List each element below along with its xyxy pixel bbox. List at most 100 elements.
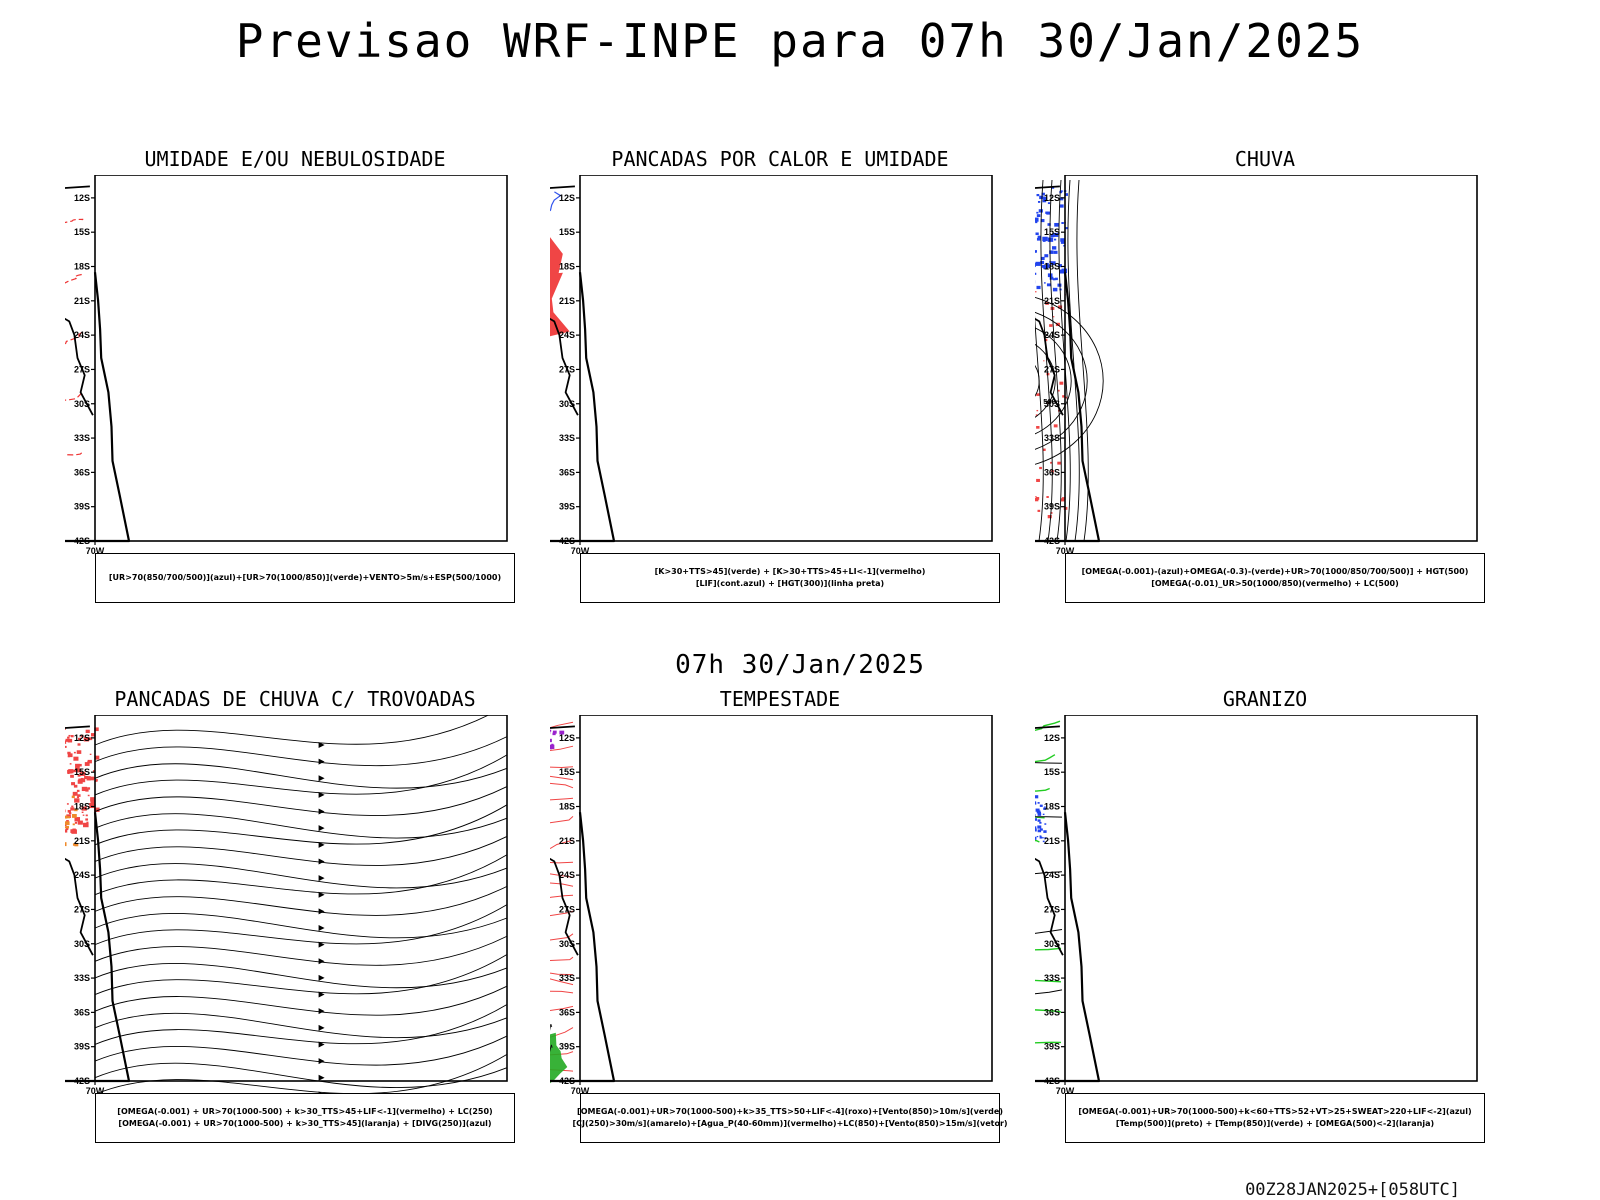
speckle — [1042, 239, 1046, 242]
lat-tick-label: 24S — [74, 870, 90, 880]
thickness-contour — [65, 218, 84, 224]
speckle — [78, 774, 81, 776]
field-layer — [65, 715, 508, 1098]
speckle — [1059, 197, 1064, 201]
speckle — [1035, 272, 1037, 275]
speckle — [71, 813, 77, 818]
streamline — [94, 854, 508, 896]
panel-legend: [UR>70(850/700/500)](azul)+[UR>70(1000/8… — [95, 553, 515, 603]
run-timestamp: 00Z28JAN2025+[058UTC] — [1245, 1180, 1460, 1200]
streamline — [94, 904, 508, 946]
speckle — [1035, 261, 1041, 266]
speckle — [86, 821, 89, 824]
speckle — [67, 809, 71, 813]
speckle — [1037, 509, 1041, 512]
panel-legend: [OMEGA(-0.001)+UR>70(1000-500)+k>35_TTS>… — [572, 1093, 1008, 1143]
legend-line: [OMEGA(-0.001)+UR>70(1000-500)+k>35_TTS>… — [577, 1107, 1003, 1116]
lat-tick-label: 21S — [74, 296, 90, 306]
streamline — [94, 804, 508, 846]
speckle — [78, 778, 82, 782]
speckle — [89, 753, 92, 756]
speckle — [1039, 466, 1042, 470]
speckle — [71, 795, 75, 799]
speckle — [75, 763, 80, 768]
legend-line: [K>30+TTS>45](verde) + [K>30+TTS>45+LI<-… — [654, 567, 926, 576]
map-frame — [1064, 175, 1478, 542]
border-line — [65, 857, 94, 956]
instability-area — [550, 272, 570, 337]
speckle — [1047, 402, 1050, 404]
panel-umidade: UMIDADE E/OU NEBULOSIDADE 12S 15S 18S 21S 24… — [65, 147, 525, 627]
streamline — [94, 885, 508, 916]
lat-tick-label: 30S — [74, 939, 90, 949]
streamline — [94, 786, 508, 816]
speckle — [1050, 461, 1053, 464]
streamline-arrow — [318, 991, 325, 998]
speckle — [1036, 409, 1039, 412]
streamline — [94, 954, 508, 995]
streamline-arrow — [318, 958, 325, 965]
streamline-arrow — [318, 908, 325, 915]
geography — [65, 185, 131, 543]
speckle — [90, 797, 95, 801]
speckle — [73, 784, 78, 788]
panel-title: CHUVA — [1234, 147, 1296, 171]
speckle — [1057, 283, 1062, 287]
streamline — [94, 863, 508, 889]
thickness-contour — [65, 332, 83, 345]
speckle — [1043, 265, 1049, 270]
lat-tick-label: 39S — [1044, 502, 1060, 512]
speckle — [1045, 264, 1050, 268]
speckle — [1036, 426, 1040, 429]
speckle — [74, 821, 78, 824]
panel-title: UMIDADE E/OU NEBULOSIDADE — [144, 147, 446, 171]
field-layer — [550, 721, 574, 1084]
speckle — [1057, 461, 1061, 465]
legend-line: [CJ(250)>30m/s](amarelo)+[Agua_P(40-60mm… — [572, 1119, 1008, 1128]
speckle — [1035, 250, 1037, 253]
speckle — [70, 774, 74, 778]
speckle — [65, 842, 67, 847]
speckle — [67, 738, 73, 743]
speckle — [94, 779, 98, 782]
speckle — [74, 843, 79, 847]
speckle — [74, 808, 78, 812]
map-umidade: 12S15S18S21S24S27S30S33S36S39S42S70W65W6… — [65, 175, 508, 556]
lat-tick-label: 18S — [74, 262, 90, 272]
panel-pancadas-calor: PANCADAS POR CALOR E UMIDADE 12S 15S 18S 21… — [550, 147, 1010, 627]
speckle — [94, 727, 99, 732]
streamline — [1035, 296, 1104, 465]
thickness-contour — [65, 392, 83, 401]
lat-tick-label: 36S — [74, 1007, 90, 1017]
speckle — [80, 771, 86, 776]
streamline-arrow — [318, 974, 325, 981]
speckle — [1064, 193, 1068, 196]
speckle — [1049, 324, 1053, 327]
convective-area — [65, 795, 79, 847]
speckle — [91, 733, 96, 737]
panel-legend: [OMEGA(-0.001) + UR>70(1000-500) + k>30_… — [95, 1093, 515, 1143]
lat-tick-label: 30S — [1044, 399, 1060, 409]
speckle — [1045, 301, 1049, 305]
speckle — [552, 732, 556, 736]
speckle — [1043, 360, 1045, 362]
map-granizo: 12S15S18S21S24S27S30S33S36S39S42S70W65W6… — [1035, 715, 1478, 1096]
speckle — [80, 778, 86, 783]
lat-tick-label: 18S — [559, 802, 575, 812]
speckle — [77, 743, 81, 746]
speckle — [81, 786, 88, 792]
panel-trovoadas: PANCADAS DE CHUVA C/ TROVOADAS 12S 15S 18S… — [65, 687, 525, 1167]
lat-tick-label: 42S — [74, 536, 90, 546]
map-frame — [579, 715, 993, 1082]
speckle — [1058, 264, 1062, 268]
speckle — [1058, 305, 1063, 309]
streamline — [94, 1062, 508, 1088]
speckle — [78, 737, 82, 741]
speckle — [90, 800, 95, 805]
streamline-arrow — [318, 1008, 325, 1015]
speckle — [90, 799, 95, 803]
speckle — [89, 776, 94, 781]
border-line — [1035, 317, 1064, 416]
speckle — [76, 796, 80, 799]
lifted-index-contour — [550, 191, 562, 212]
